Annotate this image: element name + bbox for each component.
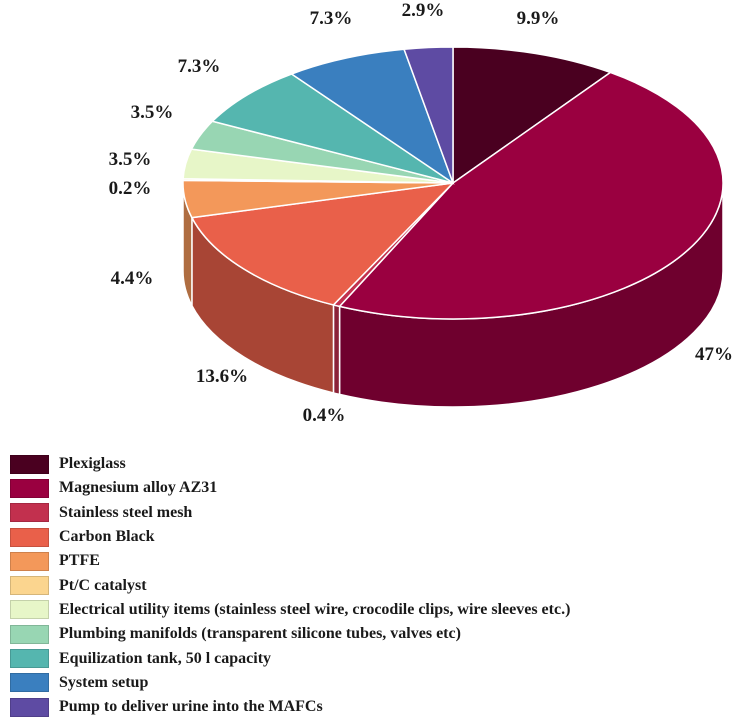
legend-item: Plexiglass xyxy=(2,452,754,476)
legend-swatch xyxy=(10,624,49,644)
legend-swatch xyxy=(10,527,49,547)
legend-swatch xyxy=(10,673,49,693)
legend-item: Electrical utility items (stainless stee… xyxy=(2,598,754,622)
slice-top xyxy=(403,46,454,184)
legend-label: System setup xyxy=(59,673,149,691)
legend-label: Pt/C catalyst xyxy=(59,576,147,594)
slice-top xyxy=(210,73,454,184)
pie-chart: 9.9% 47% 0.4% 13.6% 4.4% 0.2% 3.5% 3.5% 7.3% 7.3%… xyxy=(109,0,733,426)
slice-top xyxy=(452,46,612,185)
legend-item: Pt/C catalyst xyxy=(2,573,754,597)
legend-swatch xyxy=(10,503,49,523)
slice-percent-label: 3.5% xyxy=(109,149,152,170)
slice-percent-label: 7.3% xyxy=(178,56,221,77)
pie-top xyxy=(182,46,724,320)
legend-swatch xyxy=(10,576,49,596)
legend-label: Equilization tank, 50 l capacity xyxy=(59,649,272,667)
legend-label: Plumbing manifolds (transparent silicone… xyxy=(59,625,461,643)
slice-percent-label: 47% xyxy=(695,344,733,365)
slice-percent-label: 2.9% xyxy=(402,0,445,21)
slice-percent-label: 7.3% xyxy=(310,8,353,29)
legend-item: PTFE xyxy=(2,549,754,573)
legend-swatch xyxy=(10,697,49,717)
slice-percent-label: 13.6% xyxy=(196,366,248,387)
legend-label: PTFE xyxy=(59,552,100,570)
legend-swatch xyxy=(10,649,49,669)
slice-percent-label: 9.9% xyxy=(517,8,560,29)
slice-top xyxy=(289,48,455,185)
legend-swatch xyxy=(10,551,49,571)
legend-swatch xyxy=(10,478,49,498)
legend-item: Equilization tank, 50 l capacity xyxy=(2,646,754,670)
slice-labels: 9.9% 47% 0.4% 13.6% 4.4% 0.2% 3.5% 3.5% 7.3% 7.3%… xyxy=(109,0,733,426)
slice-top xyxy=(338,71,724,320)
legend-label: Electrical utility items (stainless stee… xyxy=(59,600,571,618)
legend-item: System setup xyxy=(2,671,754,695)
legend-item: Magnesium alloy AZ31 xyxy=(2,476,754,500)
slice-percent-label: 0.4% xyxy=(303,405,346,426)
legend-label: Magnesium alloy AZ31 xyxy=(59,479,218,497)
slice-side xyxy=(332,303,341,396)
legend-item: Plumbing manifolds (transparent silicone… xyxy=(2,622,754,646)
slice-percent-label: 4.4% xyxy=(111,268,154,289)
slice-percent-label: 3.5% xyxy=(131,102,174,123)
legend-label: Pump to deliver urine into the MAFCs xyxy=(59,698,323,716)
legend-swatch xyxy=(10,454,49,474)
legend-swatch xyxy=(10,600,49,620)
legend-label: Plexiglass xyxy=(59,455,126,473)
slice-percent-label: 0.2% xyxy=(109,178,152,199)
legend-item: Stainless steel mesh xyxy=(2,501,754,525)
legend-label: Carbon Black xyxy=(59,528,155,546)
legend-item: Carbon Black xyxy=(2,525,754,549)
slice-top xyxy=(190,181,456,306)
legend-label: Stainless steel mesh xyxy=(59,503,193,521)
legend-item: Pump to deliver urine into the MAFCs xyxy=(2,695,754,719)
legend: Plexiglass Magnesium alloy AZ31 Stainless … xyxy=(2,452,754,719)
